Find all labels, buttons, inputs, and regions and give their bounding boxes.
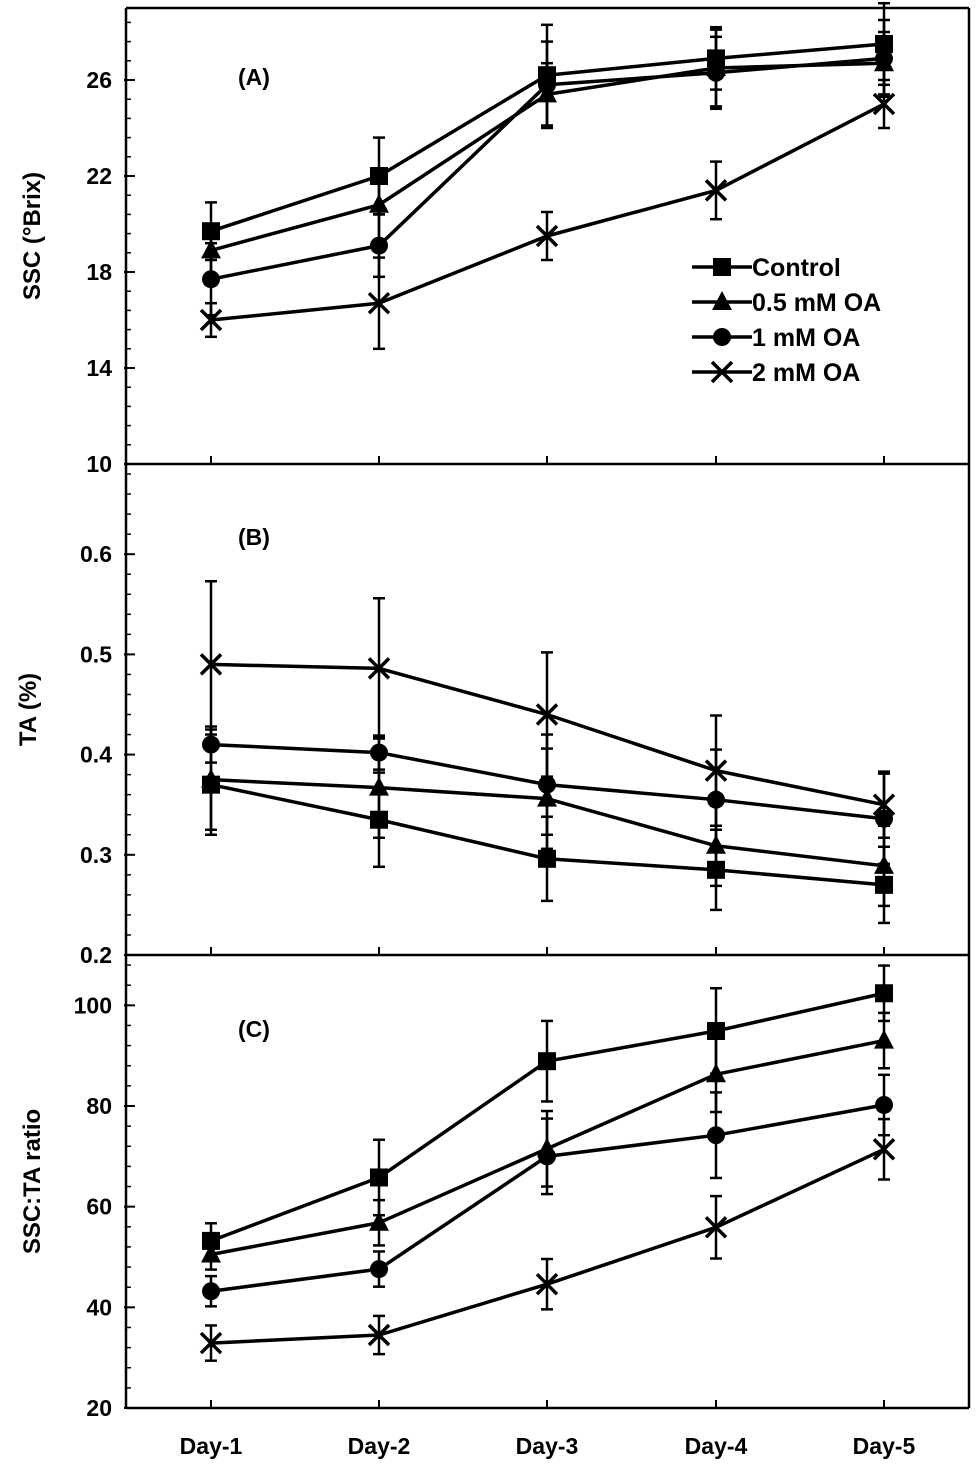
data-point-x xyxy=(704,1216,728,1239)
y-tick-label: 10 xyxy=(86,451,112,477)
data-point-triangle xyxy=(369,776,389,796)
data-point-square xyxy=(538,849,556,868)
data-point-x xyxy=(367,657,391,680)
x-tick-label: Day-1 xyxy=(180,1433,243,1459)
x-tick-label: Day-5 xyxy=(853,1433,916,1459)
y-axis-title: SSC (°Brix) xyxy=(19,172,46,300)
data-point-circle xyxy=(370,236,388,255)
legend-marker-triangle xyxy=(712,291,732,310)
y-tick-label: 0.4 xyxy=(80,742,112,768)
data-point-square xyxy=(370,1168,388,1187)
data-point-triangle xyxy=(369,1211,389,1231)
data-point-x xyxy=(535,224,559,248)
y-tick-label: 0.2 xyxy=(80,942,112,968)
data-point-x xyxy=(535,1272,559,1296)
x-tick-label: Day-4 xyxy=(685,1433,748,1459)
data-point-triangle xyxy=(874,1029,894,1049)
y-tick-label: 20 xyxy=(86,1395,112,1421)
legend-item: 0.5 mM OA xyxy=(692,289,881,317)
legend-item: 1 mM OA xyxy=(692,324,860,352)
y-tick-label: 60 xyxy=(86,1194,112,1220)
series-x xyxy=(199,78,896,351)
data-point-x xyxy=(535,703,559,726)
panel-label: (A) xyxy=(238,64,270,90)
y-tick-label: 0.6 xyxy=(80,541,112,567)
legend-label: 1 mM OA xyxy=(752,324,860,352)
legend-marker-circle xyxy=(713,328,731,346)
series-x xyxy=(199,579,896,840)
data-point-x xyxy=(199,653,223,676)
data-point-x xyxy=(367,291,391,315)
data-point-circle xyxy=(370,1260,388,1279)
legend-label: 2 mM OA xyxy=(752,359,860,387)
legend-item: Control xyxy=(692,254,841,282)
x-tick-label: Day-2 xyxy=(348,1433,411,1459)
y-tick-label: 22 xyxy=(86,163,112,189)
data-point-x xyxy=(872,1138,896,1161)
x-tick-label: Day-3 xyxy=(516,1433,579,1459)
data-point-x xyxy=(199,308,223,332)
data-point-x xyxy=(199,1331,223,1355)
data-point-circle xyxy=(538,1147,556,1166)
panel-3: 20 40 60 80 100 SSC:TA ratio (C) Day-1 Day-2 Day-… xyxy=(19,955,971,1459)
legend-marker-x xyxy=(710,360,734,384)
y-tick-label: 40 xyxy=(86,1294,112,1320)
data-point-square xyxy=(538,1052,556,1071)
y-tick-label: 14 xyxy=(86,355,112,381)
y-axis-title: TA (%) xyxy=(15,673,42,746)
series-x xyxy=(199,1117,896,1362)
panels: 10 14 18 22 26 SSC (°Brix) (A) Control 0.5 mM OA… xyxy=(15,1,971,1459)
data-point-x xyxy=(704,759,728,782)
y-axis-title: SSC:TA ratio xyxy=(19,1109,46,1254)
data-point-circle xyxy=(538,775,556,794)
data-point-circle xyxy=(202,270,220,289)
legend-marker-square xyxy=(713,258,731,276)
data-point-square xyxy=(875,984,893,1003)
y-tick-label: 80 xyxy=(86,1093,112,1119)
data-point-x xyxy=(872,793,896,816)
y-tick-label: 0.3 xyxy=(80,842,112,868)
data-point-x xyxy=(367,1323,391,1347)
data-point-circle xyxy=(202,1282,220,1301)
data-point-triangle xyxy=(201,1243,221,1263)
panel-1: 10 14 18 22 26 SSC (°Brix) (A) Control 0.5 mM OA… xyxy=(19,1,971,477)
data-point-circle xyxy=(875,1095,893,1114)
data-point-circle xyxy=(538,75,556,94)
series-circle xyxy=(202,1073,893,1308)
data-point-x xyxy=(704,179,728,202)
panel-label: (B) xyxy=(238,524,270,550)
legend-label: 0.5 mM OA xyxy=(752,289,881,317)
data-point-triangle xyxy=(201,768,221,788)
data-point-circle xyxy=(707,63,725,82)
panel-label: (C) xyxy=(238,1016,270,1042)
legend: Control 0.5 mM OA 1 mM OA 2 mM OA xyxy=(692,254,881,387)
y-tick-label: 26 xyxy=(86,67,112,93)
legend-item: 2 mM OA xyxy=(692,359,860,387)
data-point-circle xyxy=(707,1126,725,1145)
y-tick-label: 0.5 xyxy=(80,641,112,667)
data-point-triangle xyxy=(706,1063,726,1083)
y-tick-label: 100 xyxy=(74,992,112,1018)
data-point-triangle xyxy=(369,193,389,213)
legend-label: Control xyxy=(752,254,841,282)
data-point-circle xyxy=(875,49,893,68)
data-point-circle xyxy=(370,743,388,762)
y-tick-label: 18 xyxy=(86,259,112,285)
panel-2: 0.2 0.3 0.4 0.5 0.6 TA (%) (B) xyxy=(15,464,971,968)
data-point-x xyxy=(872,92,896,116)
